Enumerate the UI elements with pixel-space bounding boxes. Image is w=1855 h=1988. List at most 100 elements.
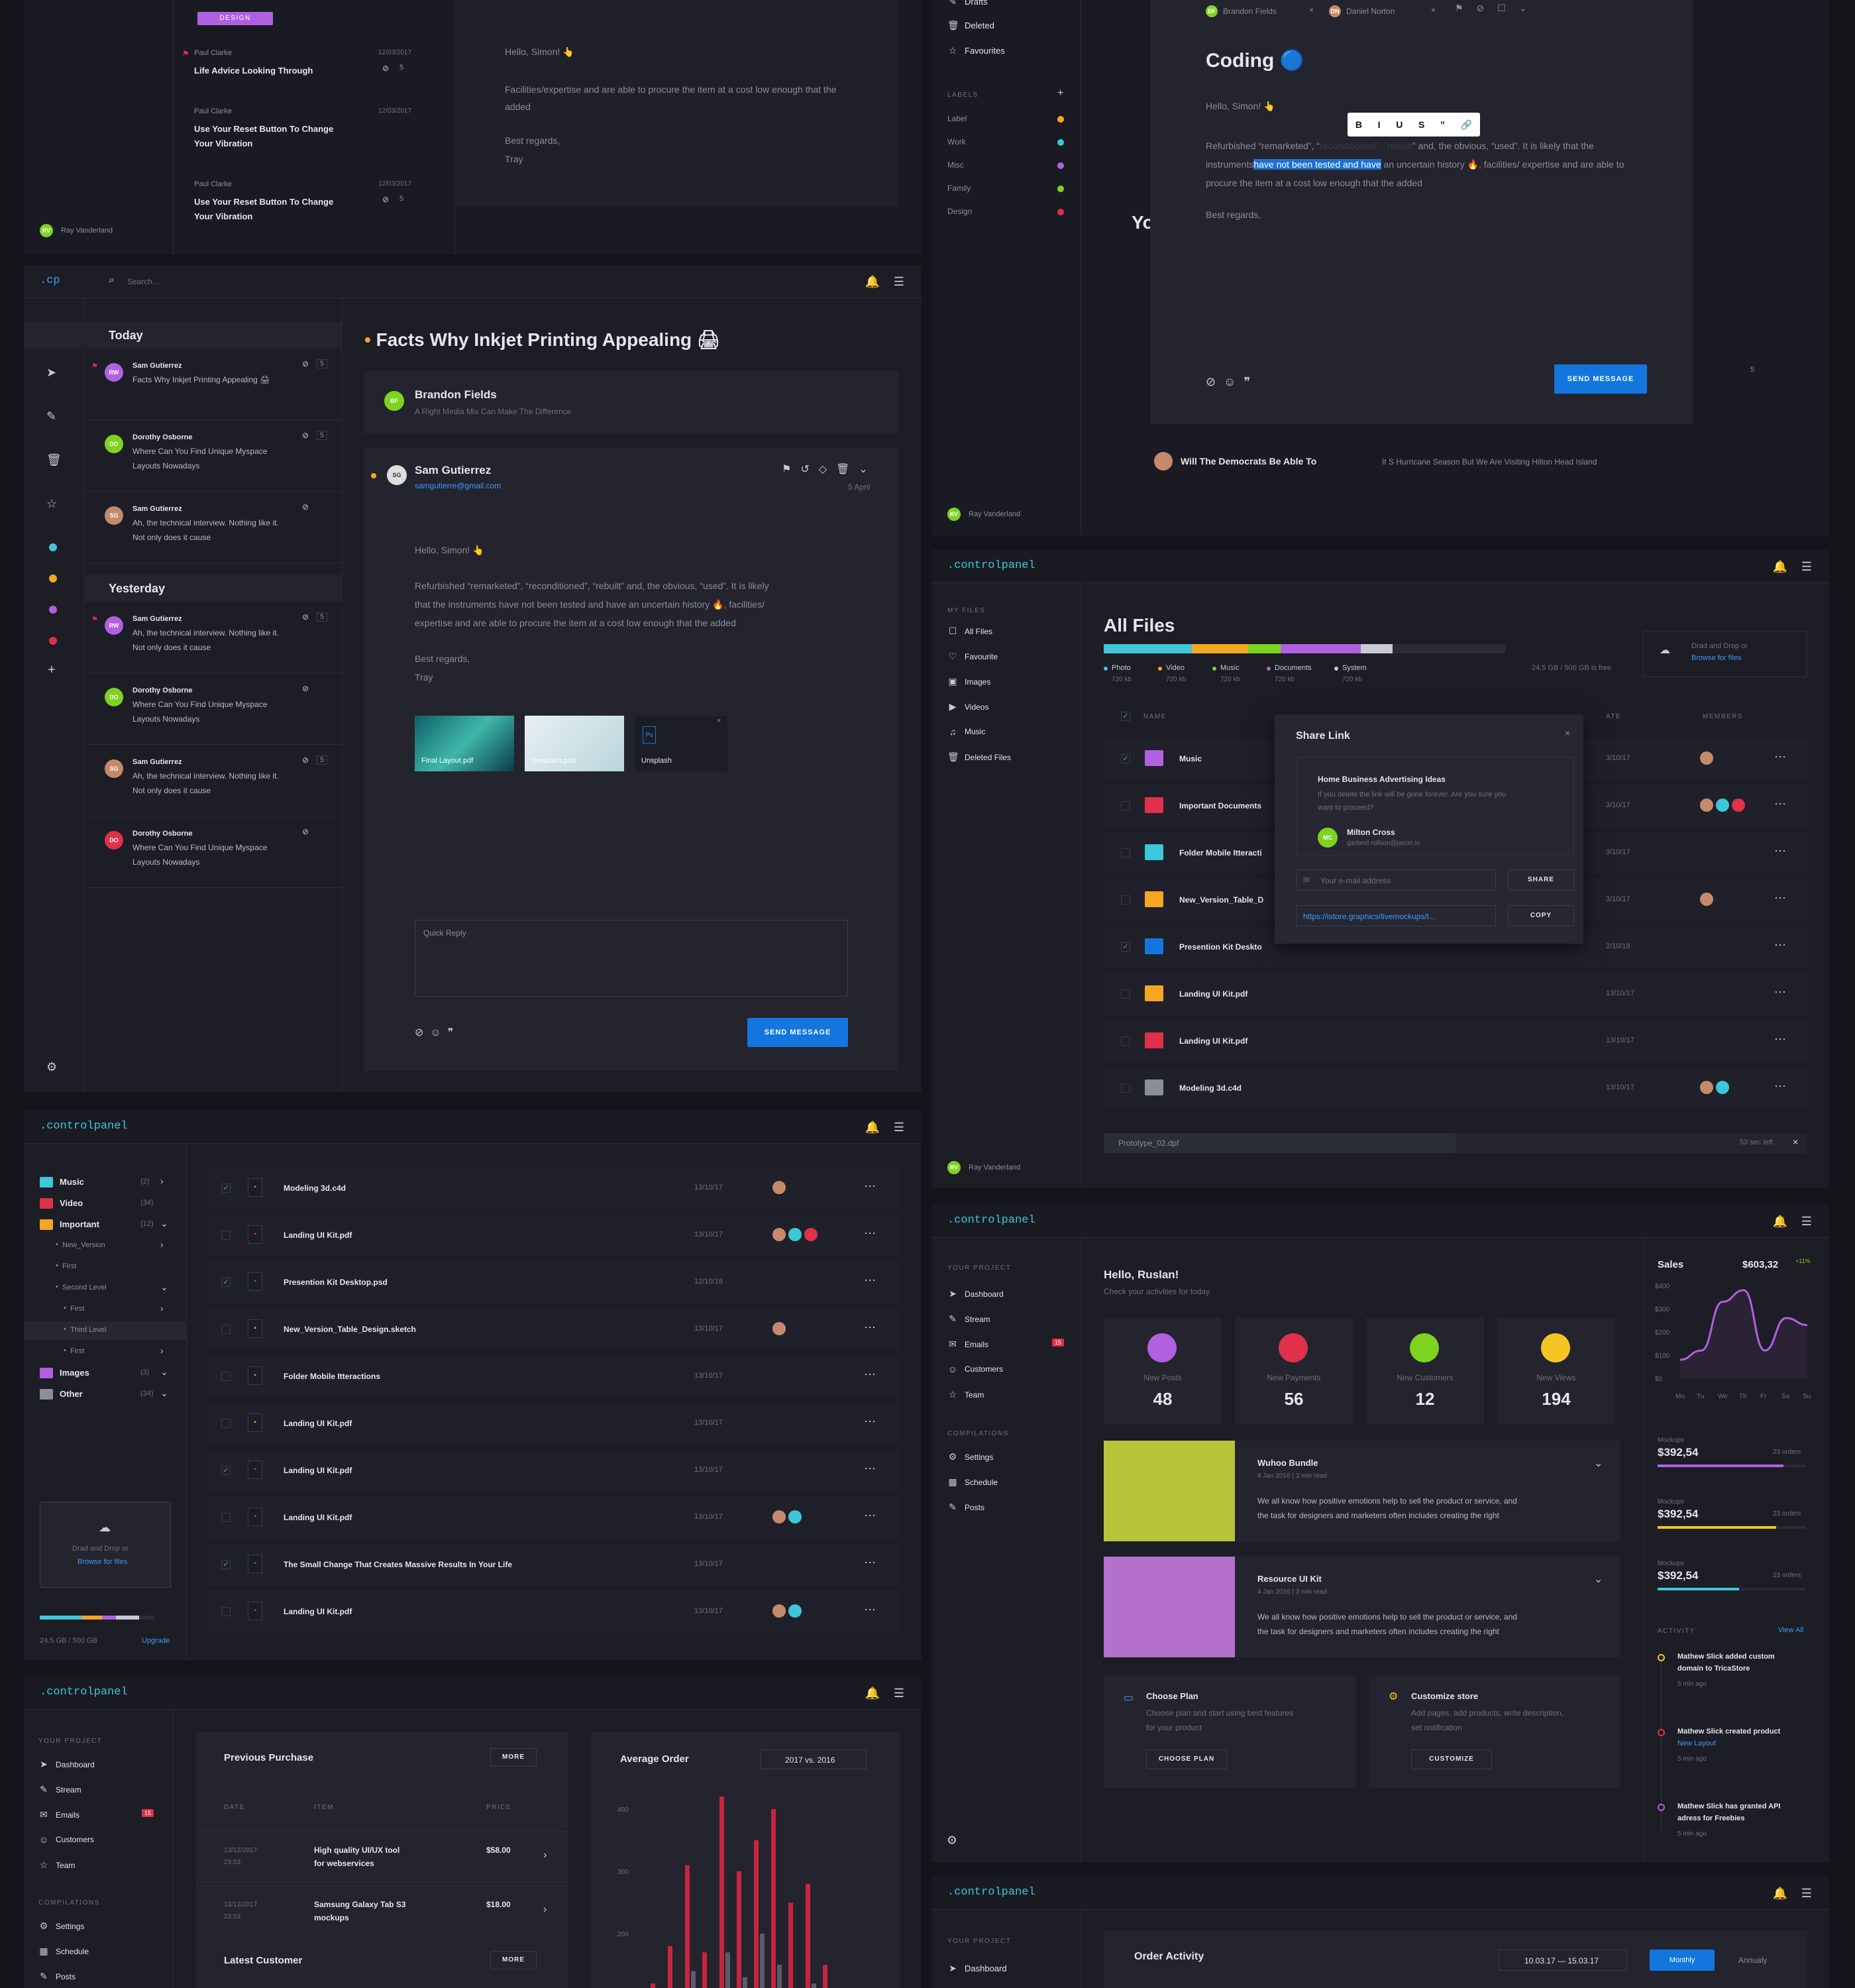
gear-icon[interactable]: ⚙ [946, 1834, 958, 1847]
copy-button[interactable]: COPY [1508, 905, 1574, 926]
sender-email[interactable]: samgutierre@gmail.com [415, 481, 502, 490]
format-button[interactable]: 🔗 [1460, 119, 1473, 130]
tree-item[interactable]: Music (2) › [24, 1173, 186, 1191]
menu-icon[interactable]: ☰ [1801, 1215, 1813, 1228]
bell-icon[interactable]: 🔔 [865, 1121, 880, 1134]
tree-item[interactable]: • First › [24, 1300, 186, 1319]
format-button[interactable]: S [1418, 119, 1425, 130]
mail-item[interactable]: ⚑ RW Sam Gutierrez Ah, the technical interv… [83, 602, 342, 673]
checkbox[interactable]: ✓ [221, 1466, 231, 1475]
chevron-down-icon[interactable]: ⌄ [1594, 1458, 1603, 1469]
more-icon[interactable]: ⋯ [864, 1321, 876, 1334]
chevron-down-icon[interactable]: ⌄ [1594, 1574, 1603, 1585]
label-dot[interactable] [49, 543, 57, 551]
nav-item[interactable]: ✎ Posts [38, 1971, 76, 1982]
checkbox[interactable]: ✓ [221, 1278, 231, 1287]
link-field[interactable]: https://istore.graphics/livemockups/l... [1296, 905, 1496, 926]
nav-item[interactable]: ✎ Stream [38, 1784, 81, 1795]
purchase-row[interactable]: 13/12/2017 23:53 High quality UI/UX tool fo… [196, 1832, 568, 1886]
chevron-icon[interactable]: ⌄ [160, 1218, 168, 1229]
nav-item[interactable]: ▶ Videos [947, 701, 989, 712]
date-range-select[interactable]: 10.03.17 — 15.03.17 [1499, 1950, 1627, 1971]
pencil-icon[interactable]: ✎ [46, 410, 57, 423]
chevron-icon[interactable]: › [160, 1303, 164, 1313]
logo[interactable]: .cp [40, 274, 60, 287]
logo[interactable]: .controlpanel [947, 559, 1035, 572]
chevron-icon[interactable]: ⌄ [160, 1366, 168, 1377]
attachment-file[interactable]: Ps Unsplash × [635, 716, 727, 771]
activity-link[interactable]: New Layout [1677, 1740, 1717, 1747]
mail-item[interactable]: SG Sam Gutierrez Ah, the technical intervi… [83, 745, 342, 816]
view-all-link[interactable]: View All [1778, 1626, 1804, 1634]
nav-item[interactable]: ▣ Images [947, 676, 990, 687]
menu-icon[interactable]: ☰ [893, 1121, 905, 1134]
nav-item[interactable]: ☐ All Files [947, 626, 992, 637]
attachment-thumb[interactable]: Final Layout.pdf [415, 716, 514, 771]
bell-icon[interactable]: 🔔 [1772, 560, 1788, 573]
sidebar-deleted[interactable]: 🗑 Deleted [947, 20, 994, 30]
nav-item[interactable]: ☆ Team [38, 1859, 76, 1871]
chevron-right-icon[interactable]: › [543, 1850, 547, 1861]
label-item[interactable]: Misc [947, 160, 964, 170]
annualy-tab[interactable]: Annualy [1738, 1956, 1768, 1965]
format-button[interactable]: B [1355, 119, 1362, 130]
search-input[interactable]: Search... [127, 277, 160, 286]
toolbar-icons[interactable]: ⚑⊘☐⌄ [1455, 3, 1540, 13]
quick-reply-input[interactable]: Quick Reply [415, 920, 848, 997]
checkbox[interactable]: ✓ [1121, 754, 1130, 763]
menu-icon[interactable]: ☰ [893, 1686, 905, 1700]
file-row[interactable]: ▪ New_Version_Table_Design.sketch 13/10/17… [208, 1309, 900, 1350]
chevron-icon[interactable]: ⌄ [160, 1388, 168, 1398]
purchase-row[interactable]: 13/12/2017 23:53 Samsung Galaxy Tab S3 mock… [196, 1886, 568, 1940]
tree-item[interactable]: • Third Level [24, 1321, 186, 1340]
more-icon[interactable]: ⋯ [864, 1462, 876, 1475]
logo[interactable]: .controlpanel [947, 1886, 1035, 1899]
add-icon[interactable]: + [48, 663, 56, 677]
more-icon[interactable]: ⋯ [864, 1509, 876, 1522]
file-row[interactable]: ▪ Landing UI Kit.pdf 13/10/17 ⋯ [208, 1403, 900, 1444]
logo[interactable]: .controlpanel [947, 1214, 1035, 1227]
chevron-icon[interactable]: › [160, 1345, 164, 1356]
body-text[interactable]: Refurbished “remarketed”, “reconditioned… [1206, 140, 1624, 188]
nav-item[interactable]: ➤ Dashboard [947, 1288, 1004, 1299]
choose-plan-button[interactable]: CHOOSE PLAN [1146, 1749, 1227, 1769]
nav-item[interactable]: ▦ Schedule [947, 1476, 998, 1488]
trash-icon[interactable]: 🗑 [46, 453, 62, 467]
star-icon[interactable]: ☆ [46, 497, 58, 510]
more-icon[interactable]: ⋯ [864, 1603, 876, 1616]
logo[interactable]: .controlpanel [40, 1120, 128, 1132]
email-field[interactable]: ✉ Your e-mail address [1296, 869, 1496, 891]
more-icon[interactable]: ⋯ [1774, 938, 1787, 952]
mail-item[interactable]: Paul Clarke 12/03/2017 Use Your Reset Butt… [173, 105, 454, 168]
file-row[interactable]: ▪ Landing UI Kit.pdf 13/10/17 ⋯ [208, 1497, 900, 1538]
chevron-icon[interactable]: ⌄ [160, 1282, 168, 1292]
format-button[interactable]: ” [1440, 119, 1445, 130]
drop-zone[interactable]: ☁ Drad and Drop or Browse for files [40, 1502, 171, 1588]
menu-icon[interactable]: ☰ [893, 275, 905, 288]
more-icon[interactable]: ⋯ [864, 1556, 876, 1569]
checkbox[interactable] [221, 1607, 231, 1616]
label-dot[interactable] [49, 606, 57, 614]
nav-item[interactable]: ♡ Favourite [947, 651, 998, 662]
checkbox[interactable] [1121, 1083, 1130, 1093]
mail-item[interactable]: DO Dorothy Osborne Where Can You Find Uniq… [83, 420, 342, 492]
tree-item[interactable]: • Second Level ⌄ [24, 1279, 186, 1298]
more-icon[interactable]: ⋯ [1774, 797, 1787, 810]
message-actions-icons[interactable]: ⚑↺◇🗑⌄ [782, 464, 877, 475]
thread-card[interactable]: BF Brandon Fields A Right Media Mix Can … [364, 371, 898, 433]
avatar[interactable]: RV [40, 224, 53, 237]
more-icon[interactable]: ⋯ [1774, 750, 1787, 763]
label-item[interactable]: Family [947, 184, 971, 193]
more-button[interactable]: MORE [490, 1748, 537, 1767]
send-icon[interactable]: ➤ [46, 366, 57, 379]
add-label-icon[interactable]: + [1057, 87, 1064, 99]
mail-item[interactable]: SG Sam Gutierrez Ah, the technical intervi… [83, 492, 342, 563]
nav-item[interactable]: ☺ Customers [38, 1834, 94, 1845]
chevron-icon[interactable]: › [160, 1239, 164, 1250]
format-button[interactable]: I [1377, 119, 1381, 130]
tree-item[interactable]: • New_Version › [24, 1237, 186, 1255]
bell-icon[interactable]: 🔔 [1772, 1887, 1788, 1900]
customize-button[interactable]: CUSTOMIZE [1411, 1749, 1492, 1769]
nav-item[interactable]: 🗑 Deleted Files [947, 751, 1011, 763]
more-icon[interactable]: ⋯ [864, 1415, 876, 1428]
